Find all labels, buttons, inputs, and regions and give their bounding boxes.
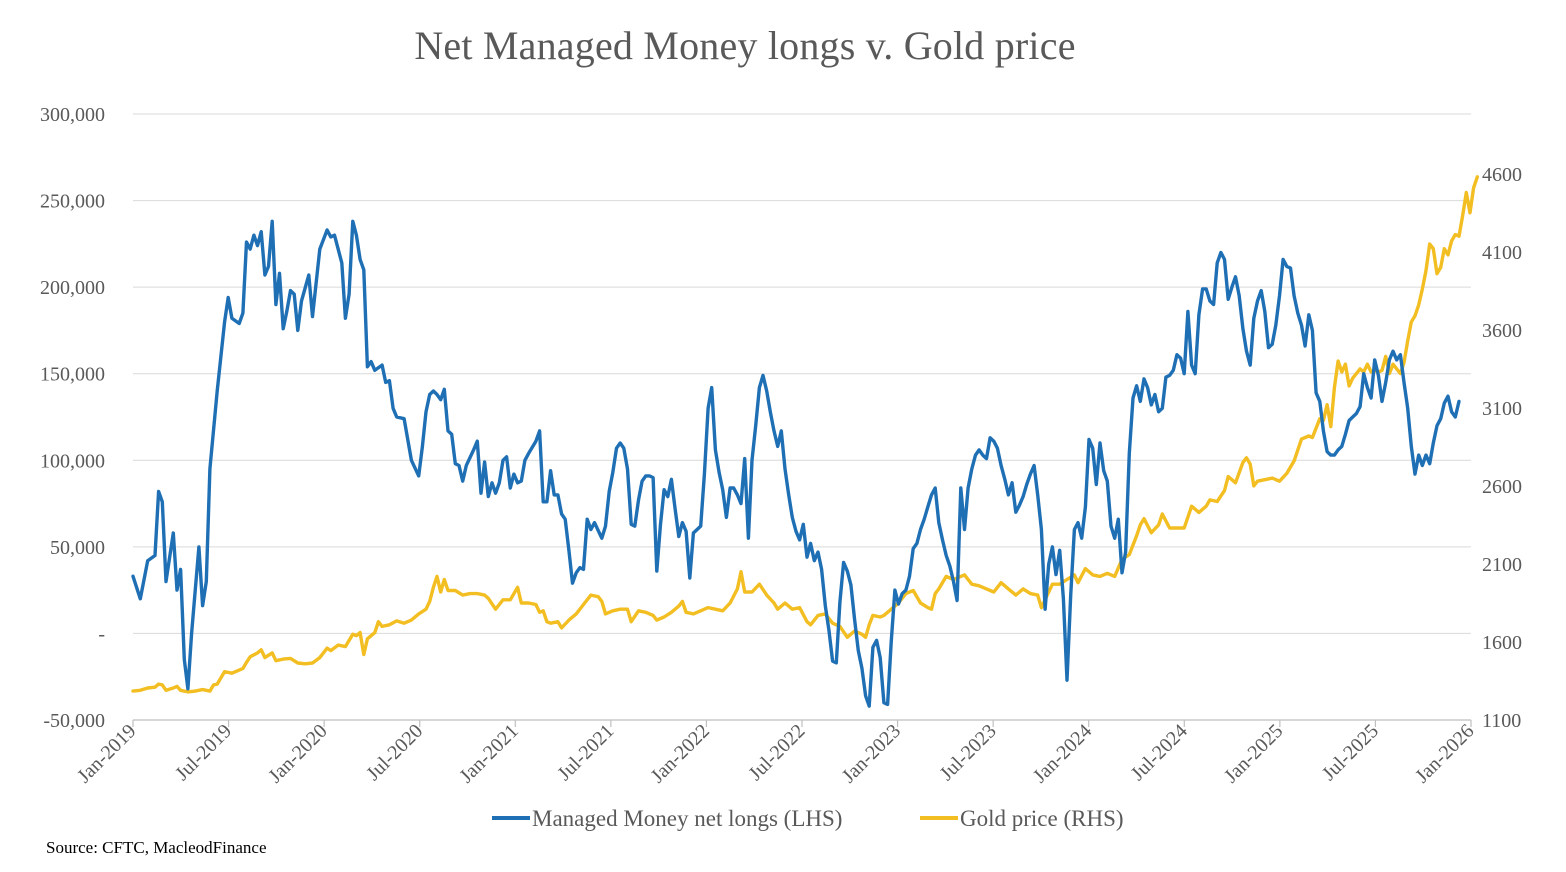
legend: Managed Money net longs (LHS) Gold price … — [492, 806, 1124, 831]
x-tick-label: Jul-2025 — [1318, 720, 1383, 785]
left-tick-label: 200,000 — [40, 277, 105, 299]
left-tick-label: 250,000 — [40, 191, 105, 213]
left-tick-label: 50,000 — [50, 537, 105, 559]
left-axis: -50,000-50,000100,000150,000200,000250,0… — [40, 104, 105, 732]
x-tick-label: Jan-2022 — [647, 720, 714, 787]
x-tick-label: Jan-2026 — [1411, 720, 1478, 787]
right-tick-label: 1100 — [1482, 710, 1521, 732]
x-tick-label: Jul-2020 — [362, 720, 427, 785]
x-tick-label: Jan-2024 — [1029, 720, 1096, 787]
x-tick-label: Jul-2024 — [1127, 720, 1192, 785]
net-longs-line — [131, 219, 1461, 708]
legend-label: Managed Money net longs (LHS) — [532, 806, 842, 831]
x-tick-label: Jul-2022 — [744, 720, 809, 785]
right-tick-label: 3600 — [1482, 320, 1522, 342]
left-tick-label: -50,000 — [43, 710, 105, 732]
right-tick-label: 4600 — [1482, 164, 1522, 186]
left-tick-label: 150,000 — [40, 364, 105, 386]
gold-price-line — [131, 175, 1480, 694]
right-tick-label: 2100 — [1482, 554, 1522, 576]
legend-label: Gold price (RHS) — [960, 806, 1124, 831]
x-axis: Jan-2019 Jul-2019 Jan-2020 Jul-2020 Jan-2021… — [73, 719, 1479, 787]
right-tick-label: 3100 — [1482, 398, 1522, 420]
right-tick-label: 2600 — [1482, 476, 1522, 498]
x-tick-label: Jul-2023 — [936, 720, 1001, 785]
chart-title: Net Managed Money longs v. Gold price — [414, 23, 1076, 68]
right-tick-label: 1600 — [1482, 632, 1522, 654]
x-tick-label: Jul-2019 — [171, 720, 236, 785]
left-tick-label: 300,000 — [40, 104, 105, 126]
right-tick-label: 4100 — [1482, 242, 1522, 264]
x-tick-label: Jan-2023 — [838, 720, 905, 787]
right-axis: 1100 1600 2100 2600 3100 3600 4100 4600 — [1482, 164, 1522, 732]
grid-layer — [133, 113, 1471, 634]
source-note: Source: CFTC, MacleodFinance — [46, 838, 267, 857]
x-tick-label: Jan-2021 — [455, 720, 522, 787]
x-tick-label: Jul-2021 — [553, 720, 618, 785]
x-tick-label: Jan-2025 — [1220, 720, 1287, 787]
left-tick-label: - — [98, 623, 105, 645]
left-tick-label: 100,000 — [40, 450, 105, 472]
x-tick-label: Jan-2020 — [264, 720, 331, 787]
series-layer — [131, 175, 1480, 708]
